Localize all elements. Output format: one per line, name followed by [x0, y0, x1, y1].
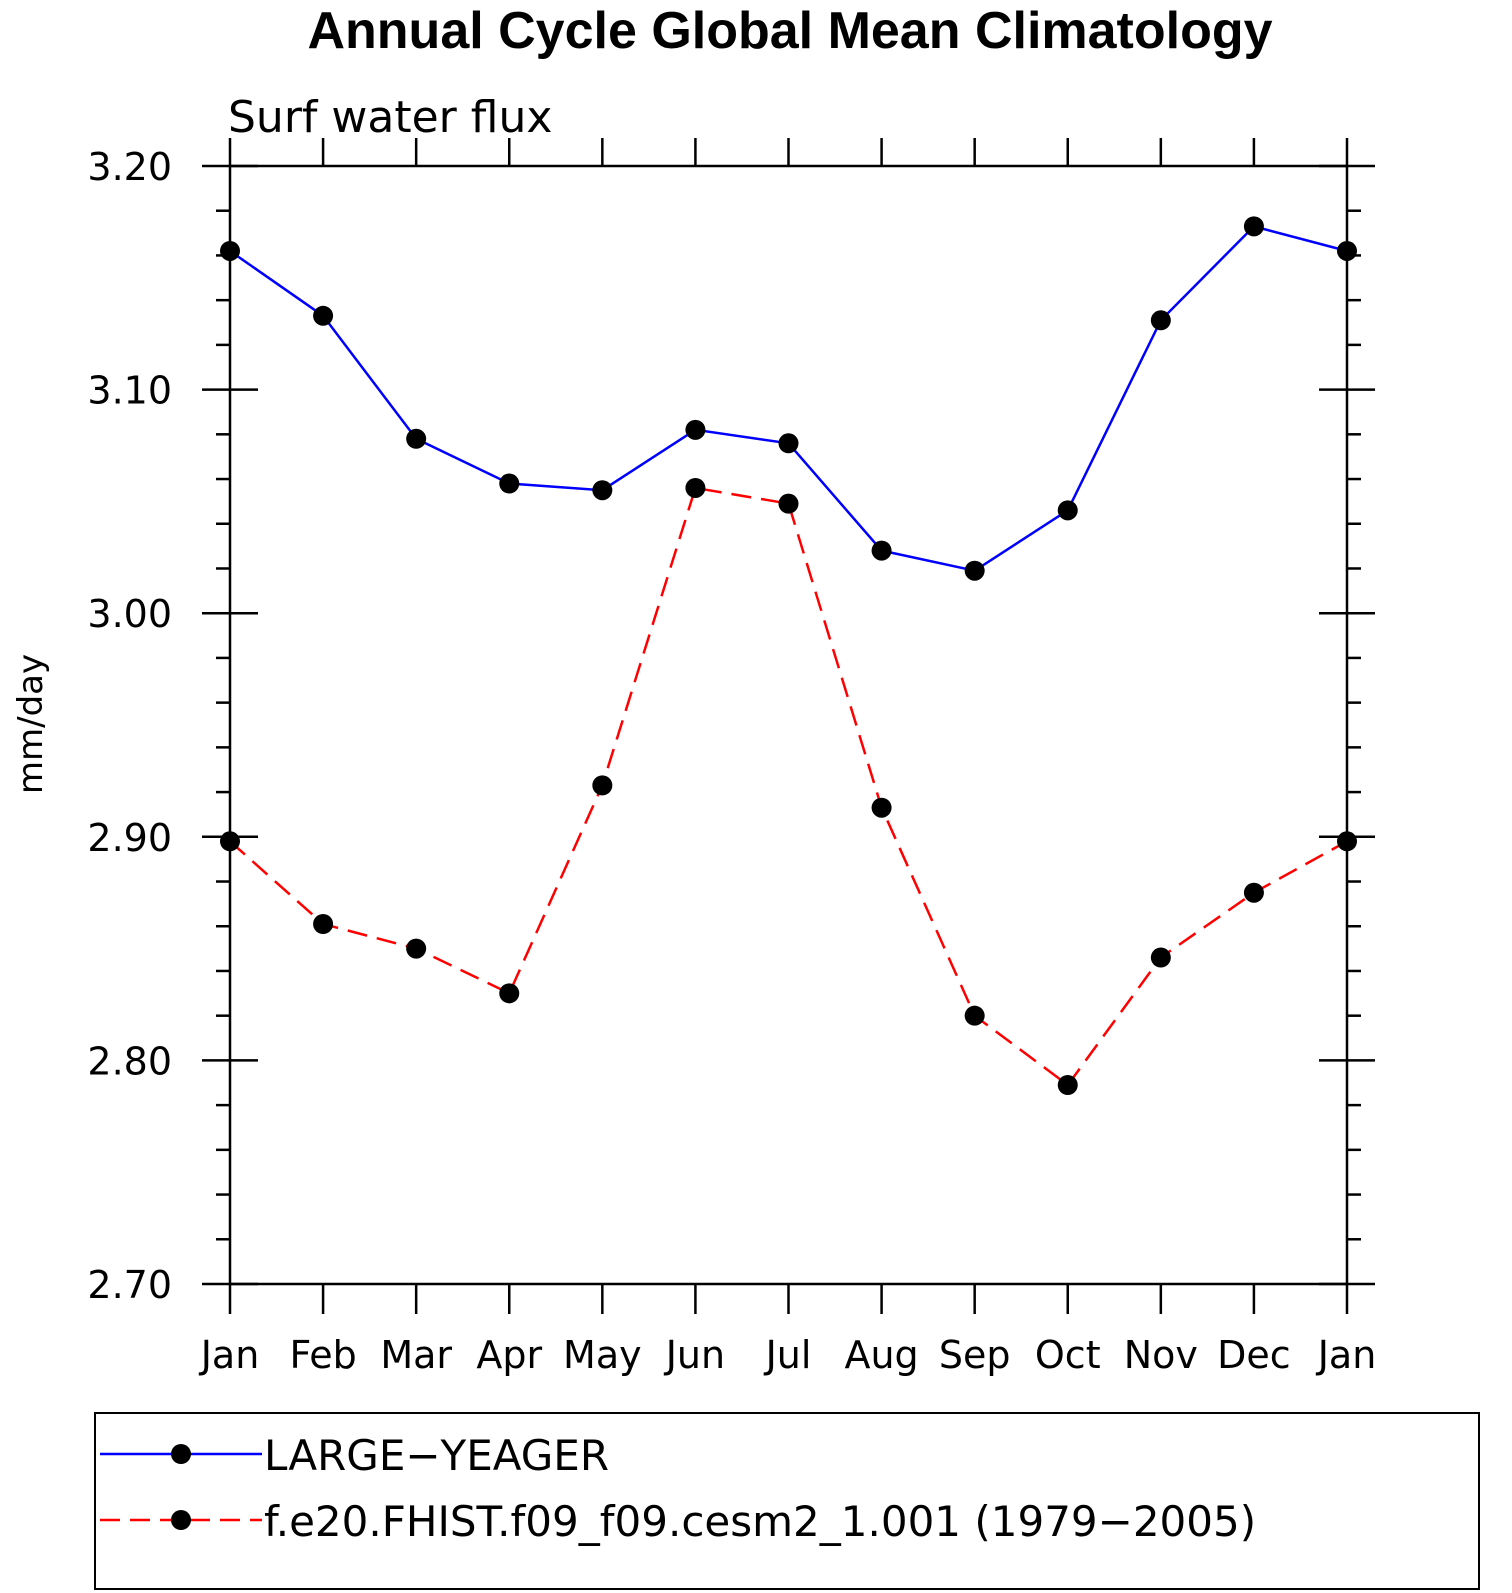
y-axis-label: mm/day — [11, 654, 51, 794]
series-0-point — [220, 240, 240, 261]
legend-marker-large-yeager — [171, 1444, 191, 1464]
series-1-point — [313, 914, 334, 935]
series-0-point — [406, 428, 427, 449]
y-tick-label: 3.20 — [87, 145, 172, 189]
series-0-point — [313, 305, 334, 326]
x-tick-label: Dec — [1217, 1333, 1291, 1377]
series-1-point — [871, 797, 892, 818]
series-0-point — [1150, 310, 1171, 331]
legend-label-large-yeager: LARGE−YEAGER — [264, 1431, 609, 1480]
series-0-point — [1057, 500, 1078, 521]
y-tick-label: 2.90 — [87, 816, 172, 860]
x-tick-label: Jun — [664, 1333, 725, 1377]
series-line-0 — [229, 225, 1348, 573]
y-tick-label: 3.10 — [87, 369, 172, 413]
plot-frame — [228, 164, 1349, 1286]
x-tick-label: May — [563, 1333, 642, 1377]
series-1-point — [1057, 1074, 1078, 1095]
series-0-point — [871, 540, 892, 561]
series-1-point — [778, 493, 799, 514]
series-line-1 — [229, 486, 1348, 1087]
series-0-point — [1243, 216, 1264, 237]
series-0-point — [964, 560, 985, 581]
legend-label-cesm2: f.e20.FHIST.f09_f09.cesm2_1.001 (1979−20… — [264, 1497, 1256, 1546]
x-tick-label: Jan — [199, 1333, 260, 1377]
series-1-point — [1243, 882, 1264, 903]
x-tick-label: Jan — [1316, 1333, 1377, 1377]
series-1-point — [1337, 831, 1357, 852]
series-1-point — [964, 1005, 985, 1026]
series-1-point — [406, 938, 427, 959]
x-tick-label: Aug — [844, 1333, 918, 1377]
legend-box — [94, 1412, 1480, 1590]
series-0-point — [499, 473, 520, 494]
series-1-point — [220, 831, 240, 852]
legend-marker-cesm2 — [171, 1510, 191, 1530]
legend: LARGE−YEAGER f.e20.FHIST.f09_f09.cesm2_1… — [94, 1412, 1480, 1590]
x-tick-label: Sep — [939, 1333, 1011, 1377]
x-tick-labels: Jan Feb Mar Apr May Jun Jul Aug Sep Oct Nov Dec Jan — [199, 1333, 1377, 1377]
y-tick-labels: 3.20 3.10 3.00 2.90 2.80 2.70 — [87, 145, 172, 1307]
series-0-point — [1337, 240, 1357, 261]
x-tick-label: Feb — [289, 1333, 356, 1377]
series-0-point — [592, 480, 613, 501]
x-tick-label: Oct — [1035, 1333, 1101, 1377]
y-tick-label: 2.70 — [87, 1263, 172, 1307]
y-tick-label: 3.00 — [87, 592, 172, 636]
x-tick-label: Mar — [380, 1333, 452, 1377]
series-1-point — [499, 983, 520, 1004]
series-1-point — [1150, 947, 1171, 968]
x-tick-label: Nov — [1124, 1333, 1198, 1377]
series-layer — [220, 216, 1357, 1095]
y-tick-label: 2.80 — [87, 1039, 172, 1083]
x-tick-label: Jul — [764, 1333, 812, 1377]
axis-ticks — [202, 138, 1375, 1314]
chart-title: Annual Cycle Global Mean Climatology — [307, 2, 1272, 60]
x-tick-label: Apr — [476, 1333, 542, 1377]
series-1-point — [685, 477, 706, 498]
series-0-point — [778, 433, 799, 454]
chart-subtitle: Surf water flux — [228, 92, 552, 143]
series-0-point — [685, 419, 706, 440]
series-1-point — [592, 775, 613, 796]
